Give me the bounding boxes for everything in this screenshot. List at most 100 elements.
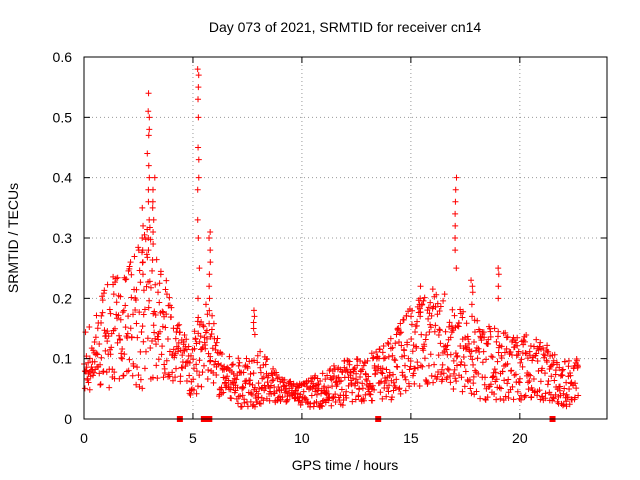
data-point [254, 352, 261, 359]
data-point [204, 375, 211, 382]
data-point [516, 375, 523, 382]
data-point [565, 357, 572, 364]
data-point [89, 372, 96, 379]
data-point [220, 389, 227, 396]
data-point [417, 295, 424, 302]
data-point [411, 380, 418, 387]
data-point [516, 395, 523, 402]
data-point [525, 371, 532, 378]
data-point [153, 256, 160, 263]
data-point [434, 373, 441, 380]
data-point [402, 387, 409, 394]
data-point [335, 374, 342, 381]
data-point [240, 369, 247, 376]
data-point [195, 295, 202, 302]
data-point [414, 364, 421, 371]
data-point [193, 361, 200, 368]
data-point [451, 366, 458, 373]
data-point [99, 309, 106, 316]
data-point [207, 228, 214, 235]
data-point [420, 347, 427, 354]
data-point [276, 393, 283, 400]
data-point [376, 346, 383, 353]
data-point [459, 388, 466, 395]
data-point [369, 397, 376, 404]
x-tick-label: 10 [294, 430, 310, 446]
data-point [261, 382, 268, 389]
data-point [146, 278, 153, 285]
data-point [226, 353, 233, 360]
data-point [447, 373, 454, 380]
data-point [572, 394, 579, 401]
data-point [469, 283, 476, 290]
data-point [530, 375, 537, 382]
data-point [235, 362, 242, 369]
data-point [496, 384, 503, 391]
data-point [139, 385, 146, 392]
data-point [572, 380, 579, 387]
data-point [275, 374, 282, 381]
data-point [183, 346, 190, 353]
data-point [163, 291, 170, 298]
data-point [509, 383, 516, 390]
data-point [393, 331, 400, 338]
data-point [575, 392, 582, 399]
data-point [471, 328, 478, 335]
data-point [279, 394, 286, 401]
data-point [531, 389, 538, 396]
data-point [355, 393, 362, 400]
data-point [290, 380, 297, 387]
data-point [309, 384, 316, 391]
data-point [455, 320, 462, 327]
data-point [174, 322, 181, 329]
data-point [225, 377, 232, 384]
data-point [498, 343, 505, 350]
data-point [385, 382, 392, 389]
data-point [160, 309, 167, 316]
data-point [427, 324, 434, 331]
data-point [357, 374, 364, 381]
data-point [468, 301, 475, 308]
data-point [417, 313, 424, 320]
data-point [98, 312, 105, 319]
data-point [315, 385, 322, 392]
data-point [427, 351, 434, 358]
data-point [504, 380, 511, 387]
data-point [502, 329, 509, 336]
data-point [392, 357, 399, 364]
data-point [169, 377, 176, 384]
data-point [256, 400, 263, 407]
data-point [517, 359, 524, 366]
data-point [487, 333, 494, 340]
data-point [338, 386, 345, 393]
data-point [312, 388, 319, 395]
data-point [262, 361, 269, 368]
data-point [359, 366, 366, 373]
data-point [314, 381, 321, 388]
data-point [387, 335, 394, 342]
data-point [196, 265, 203, 272]
data-point [149, 186, 156, 193]
data-point [319, 370, 326, 377]
data-point [401, 347, 408, 354]
data-point [117, 316, 124, 323]
data-point [134, 334, 141, 341]
data-point [389, 394, 396, 401]
data-point [114, 315, 121, 322]
data-point [215, 350, 222, 357]
data-point [428, 312, 435, 319]
data-point [167, 314, 174, 321]
data-point [378, 369, 385, 376]
data-point [493, 376, 500, 383]
data-point [194, 383, 201, 390]
data-point [152, 281, 159, 288]
data-point [159, 343, 166, 350]
data-point [371, 362, 378, 369]
data-point [346, 361, 353, 368]
data-point [343, 366, 350, 373]
data-point [98, 354, 105, 361]
data-point [383, 377, 390, 384]
data-point [250, 319, 257, 326]
data-point [106, 306, 113, 313]
